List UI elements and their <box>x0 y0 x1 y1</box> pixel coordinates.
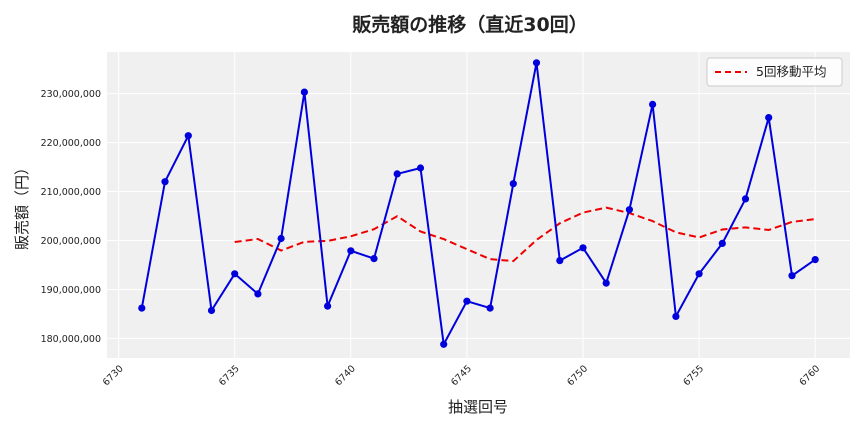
sales-point <box>625 206 634 214</box>
sales-line <box>140 62 816 348</box>
sales-point <box>556 257 564 265</box>
y-tick-label: 180,000,000 <box>41 334 101 345</box>
y-tick-label: 210,000,000 <box>41 187 101 198</box>
x-axis-ticks: 6730 6735 6740 6745 6750 6755 6760 <box>101 363 822 388</box>
sales-point <box>695 270 703 278</box>
series-layer <box>138 59 819 348</box>
sales-point <box>486 304 494 312</box>
sales-point <box>672 312 680 320</box>
x-tick-label: 6735 <box>217 363 242 388</box>
legend-label-moving-avg: 5回移動平均 <box>756 64 826 79</box>
legend-box <box>706 57 843 87</box>
sales-point <box>300 88 308 96</box>
sales-point <box>602 279 610 287</box>
sales-point <box>579 244 587 252</box>
x-tick-label: 6755 <box>681 363 706 388</box>
x-tick-label: 6745 <box>449 363 474 388</box>
y-axis-label: 販売額（円） <box>13 160 31 250</box>
sales-point <box>324 302 332 310</box>
grid-lines <box>107 52 850 358</box>
chart-title: 販売額の推移（直近30回） <box>352 13 587 36</box>
sales-point <box>440 340 448 348</box>
sales-point <box>207 306 216 315</box>
x-tick-label: 6750 <box>565 363 590 388</box>
moving-average-line <box>234 206 816 263</box>
sales-point <box>277 234 285 243</box>
sales-point <box>138 304 146 312</box>
sales-point <box>416 164 425 172</box>
sales-point <box>718 239 726 247</box>
y-axis-ticks: 180,000,000 190,000,000 200,000,000 210,000… <box>41 89 101 345</box>
y-tick-label: 190,000,000 <box>41 285 101 296</box>
sales-point <box>463 297 471 305</box>
sales-point <box>811 256 819 264</box>
sales-point <box>765 114 773 122</box>
x-tick-label: 6740 <box>333 363 358 388</box>
sales-point <box>231 270 239 278</box>
y-tick-label: 220,000,000 <box>41 138 101 149</box>
y-tick-label: 230,000,000 <box>41 89 101 100</box>
legend: 5回移動平均 <box>706 57 843 87</box>
sales-point <box>254 290 262 298</box>
plot-area <box>107 52 850 358</box>
sales-point <box>649 100 657 108</box>
sales-point <box>532 59 541 67</box>
sales-point <box>393 170 401 178</box>
x-axis-label: 抽選回号 <box>448 398 508 416</box>
sales-point <box>184 132 192 140</box>
sales-point <box>788 272 796 280</box>
y-tick-label: 200,000,000 <box>41 236 101 247</box>
sales-point <box>370 255 378 263</box>
x-tick-label: 6760 <box>797 363 822 388</box>
sales-point <box>347 247 355 255</box>
x-tick-label: 6730 <box>101 363 126 388</box>
sales-point <box>509 180 517 188</box>
sales-point <box>161 178 169 186</box>
sales-point <box>741 195 750 203</box>
